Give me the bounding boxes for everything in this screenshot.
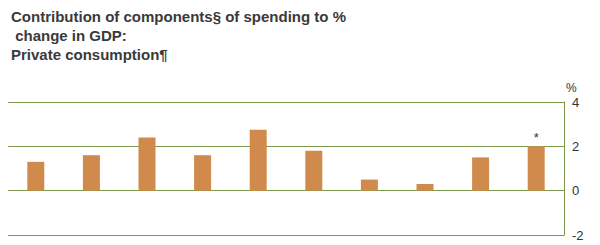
svg-text:*: * bbox=[534, 130, 539, 145]
svg-text:Contribution of components§ of: Contribution of components§ of spending … bbox=[11, 8, 346, 25]
svg-text:change in GDP:: change in GDP: bbox=[11, 27, 127, 44]
svg-text:%: % bbox=[566, 81, 577, 95]
svg-text:4: 4 bbox=[572, 95, 579, 110]
svg-text:-2: -2 bbox=[572, 228, 584, 243]
svg-text:0: 0 bbox=[572, 183, 579, 198]
svg-text:Private consumption¶: Private consumption¶ bbox=[11, 46, 168, 63]
svg-text:2: 2 bbox=[572, 139, 579, 154]
